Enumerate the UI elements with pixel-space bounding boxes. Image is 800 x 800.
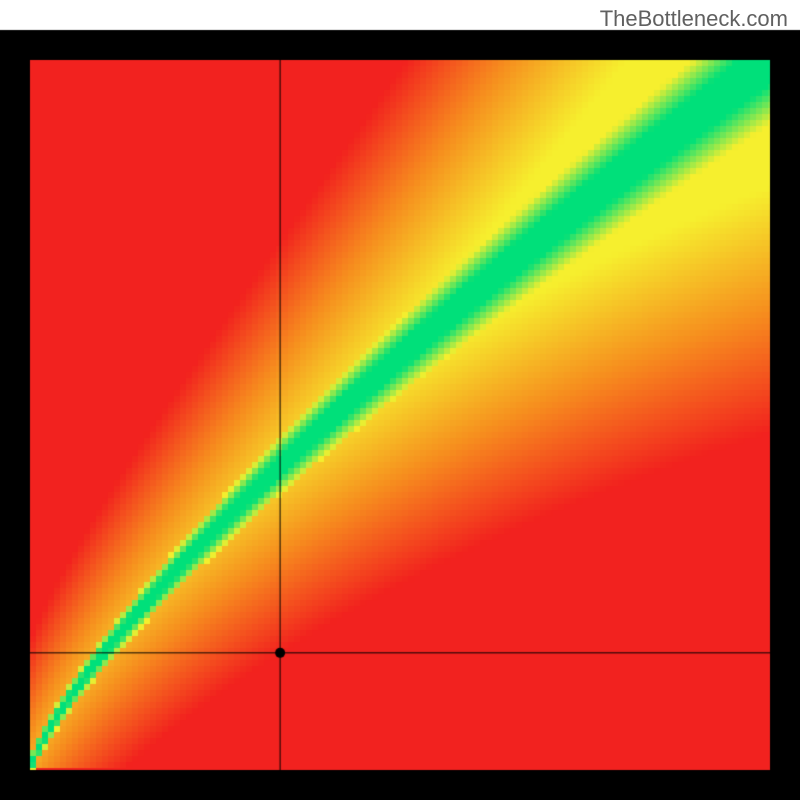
watermark-text: TheBottleneck.com [600,6,788,32]
bottleneck-heatmap [0,0,800,800]
chart-container: TheBottleneck.com [0,0,800,800]
